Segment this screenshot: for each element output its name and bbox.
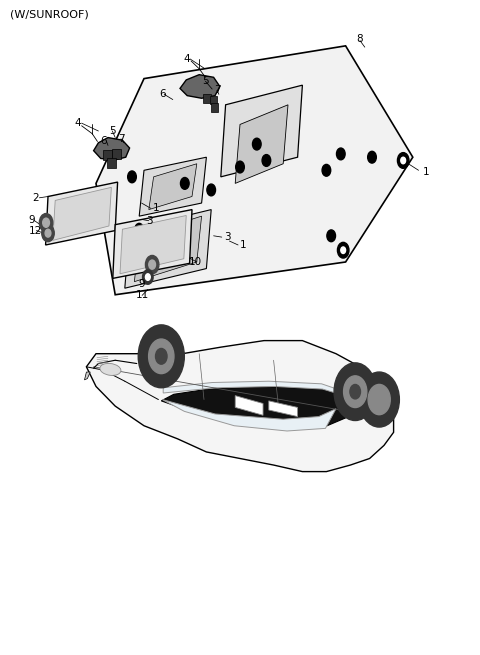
Text: 3: 3	[146, 215, 153, 226]
Text: 4: 4	[183, 54, 190, 64]
Circle shape	[327, 230, 336, 242]
Polygon shape	[46, 182, 118, 245]
FancyBboxPatch shape	[103, 150, 112, 160]
Text: (W/SUNROOF): (W/SUNROOF)	[10, 10, 88, 20]
Circle shape	[145, 274, 150, 280]
Polygon shape	[139, 157, 206, 216]
Circle shape	[262, 155, 271, 166]
Polygon shape	[86, 341, 394, 472]
Polygon shape	[235, 105, 288, 183]
Circle shape	[43, 218, 49, 227]
Circle shape	[39, 214, 53, 232]
FancyBboxPatch shape	[107, 158, 116, 168]
Text: 8: 8	[356, 34, 363, 45]
Polygon shape	[162, 400, 336, 431]
Circle shape	[341, 247, 346, 253]
Text: 5: 5	[109, 126, 116, 136]
FancyBboxPatch shape	[112, 149, 121, 159]
Polygon shape	[120, 215, 186, 274]
FancyBboxPatch shape	[203, 94, 211, 103]
Polygon shape	[134, 216, 202, 282]
Polygon shape	[221, 85, 302, 177]
Polygon shape	[94, 138, 130, 160]
Polygon shape	[84, 372, 90, 380]
Text: 5: 5	[203, 76, 209, 86]
Circle shape	[145, 255, 159, 274]
Circle shape	[334, 363, 376, 421]
Polygon shape	[53, 187, 111, 240]
Polygon shape	[161, 386, 356, 430]
Circle shape	[336, 148, 345, 160]
Circle shape	[350, 384, 360, 399]
Circle shape	[156, 348, 167, 364]
Polygon shape	[113, 210, 192, 278]
Polygon shape	[163, 381, 348, 397]
Polygon shape	[125, 210, 211, 288]
Text: 3: 3	[225, 232, 231, 242]
Text: 1: 1	[422, 166, 429, 177]
Circle shape	[359, 372, 399, 427]
Circle shape	[322, 164, 331, 176]
Text: 10: 10	[189, 257, 202, 267]
Text: 2: 2	[33, 193, 39, 203]
Circle shape	[207, 184, 216, 196]
Text: 7: 7	[118, 134, 125, 144]
Circle shape	[368, 151, 376, 163]
Circle shape	[337, 242, 349, 258]
Text: 4: 4	[74, 118, 81, 128]
Polygon shape	[180, 75, 220, 98]
Circle shape	[128, 171, 136, 183]
Circle shape	[42, 225, 54, 242]
Text: 12: 12	[29, 225, 42, 236]
Circle shape	[45, 229, 51, 237]
Circle shape	[138, 325, 184, 388]
Text: 9: 9	[29, 215, 36, 225]
Text: 11: 11	[135, 290, 149, 301]
Circle shape	[180, 178, 189, 189]
Text: 7: 7	[214, 85, 221, 96]
Circle shape	[368, 384, 390, 415]
Text: 1: 1	[240, 240, 247, 250]
Polygon shape	[149, 164, 197, 210]
Circle shape	[252, 138, 261, 150]
Text: 6: 6	[159, 89, 166, 100]
Text: 6: 6	[100, 136, 107, 147]
Text: 9: 9	[138, 279, 145, 290]
FancyBboxPatch shape	[211, 103, 218, 112]
FancyBboxPatch shape	[210, 96, 217, 104]
Circle shape	[143, 270, 153, 284]
Circle shape	[149, 260, 156, 269]
Circle shape	[397, 153, 409, 168]
Circle shape	[149, 339, 174, 373]
Circle shape	[401, 157, 406, 164]
Polygon shape	[235, 396, 263, 415]
Polygon shape	[96, 46, 413, 295]
Circle shape	[236, 161, 244, 173]
Text: 1: 1	[153, 203, 159, 214]
Ellipse shape	[100, 364, 121, 375]
Circle shape	[135, 223, 144, 235]
Polygon shape	[269, 401, 298, 417]
Circle shape	[344, 376, 367, 407]
